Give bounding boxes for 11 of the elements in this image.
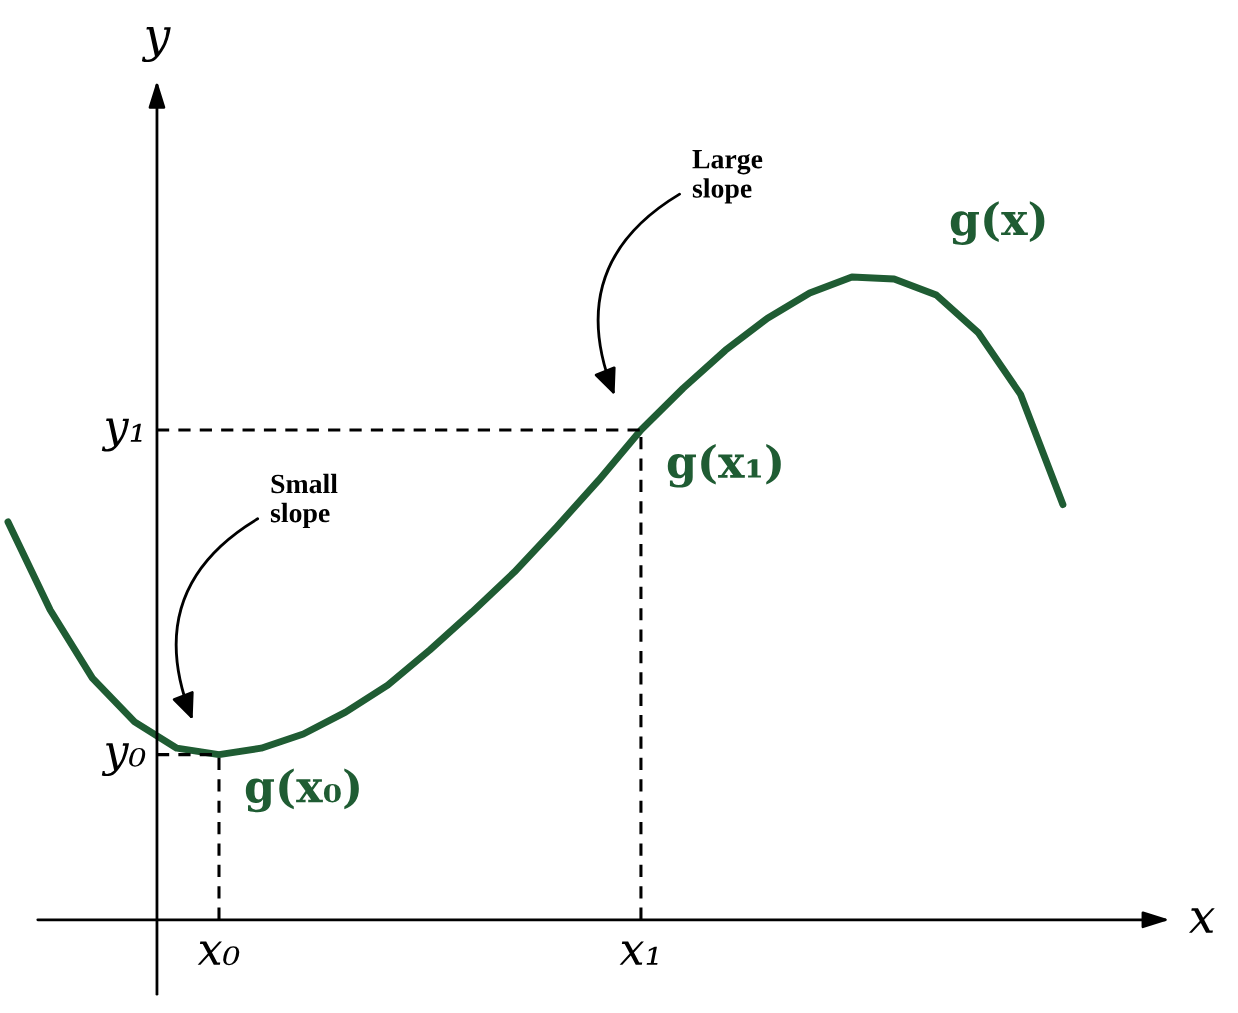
series-label: g(x) xyxy=(950,201,1045,245)
ref-line-label: y₀ xyxy=(101,743,146,777)
annotation: Small slope xyxy=(270,473,338,529)
ref-line-label: y₁ xyxy=(101,418,142,452)
annotation: g(x₁) xyxy=(667,443,781,488)
x-tick-label: x₀ xyxy=(197,941,240,966)
text: Large slope xyxy=(692,150,763,204)
x-tick-label: x₁ xyxy=(619,941,658,965)
y-axis-title: y xyxy=(141,27,171,63)
x-axis-title: x xyxy=(1188,908,1215,933)
annotation: g(x₀) xyxy=(245,768,359,813)
